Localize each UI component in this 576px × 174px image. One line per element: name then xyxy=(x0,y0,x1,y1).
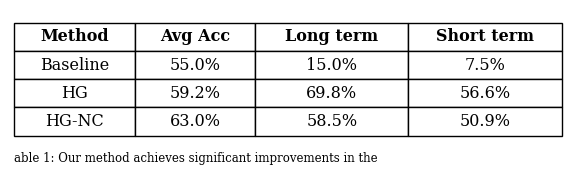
Text: HG: HG xyxy=(61,85,88,102)
Text: 63.0%: 63.0% xyxy=(169,113,221,130)
Text: Method: Method xyxy=(40,28,109,45)
Text: 56.6%: 56.6% xyxy=(460,85,510,102)
Bar xyxy=(408,51,562,79)
Text: Short term: Short term xyxy=(436,28,534,45)
Bar xyxy=(135,79,255,108)
Bar xyxy=(408,23,562,51)
Text: 7.5%: 7.5% xyxy=(465,57,505,74)
Bar xyxy=(135,108,255,136)
Bar xyxy=(14,23,135,51)
Text: Baseline: Baseline xyxy=(40,57,109,74)
Bar xyxy=(135,51,255,79)
Text: HG-NC: HG-NC xyxy=(46,113,104,130)
Bar xyxy=(14,51,135,79)
Bar xyxy=(408,79,562,108)
Text: Long term: Long term xyxy=(285,28,378,45)
Text: 55.0%: 55.0% xyxy=(169,57,221,74)
Text: able 1: Our method achieves significant improvements in the: able 1: Our method achieves significant … xyxy=(14,152,378,165)
Text: Avg Acc: Avg Acc xyxy=(160,28,230,45)
Text: 50.9%: 50.9% xyxy=(460,113,510,130)
Bar xyxy=(255,51,408,79)
Bar xyxy=(255,108,408,136)
Text: 69.8%: 69.8% xyxy=(306,85,357,102)
Bar xyxy=(135,23,255,51)
Bar xyxy=(408,108,562,136)
Bar xyxy=(255,79,408,108)
Text: 59.2%: 59.2% xyxy=(169,85,221,102)
Bar xyxy=(14,79,135,108)
Bar xyxy=(14,108,135,136)
Bar xyxy=(255,23,408,51)
Text: 58.5%: 58.5% xyxy=(306,113,357,130)
Text: 15.0%: 15.0% xyxy=(306,57,357,74)
